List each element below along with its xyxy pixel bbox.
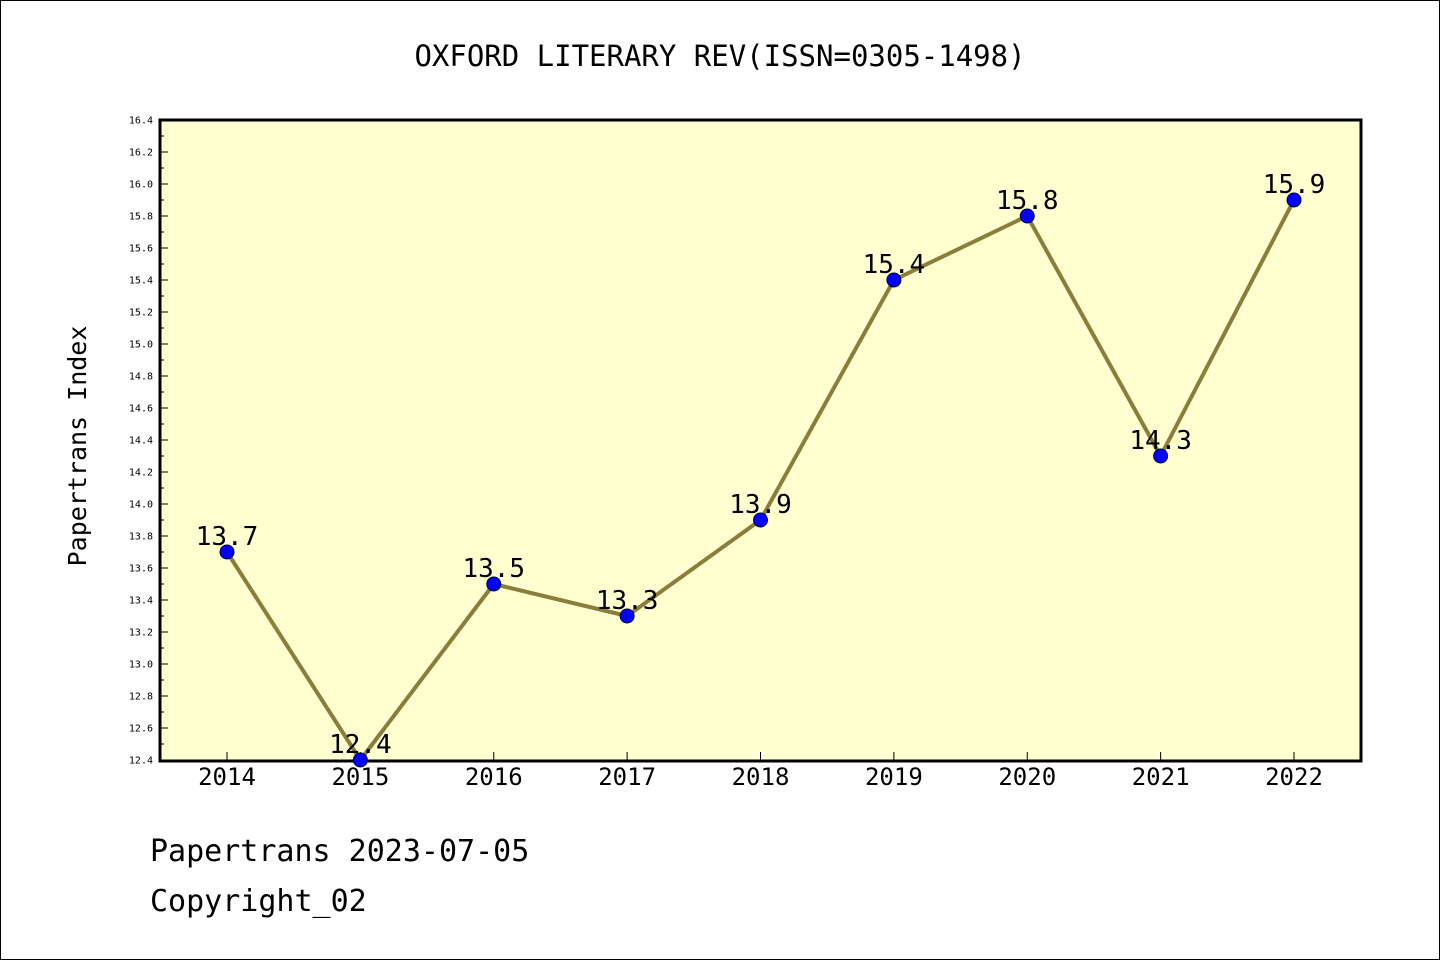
y-tick-label: 12.8: [129, 692, 153, 703]
y-tick-label: 12.4: [129, 756, 153, 767]
y-tick-label: 16.4: [129, 116, 153, 127]
x-tick-label: 2022: [1265, 763, 1323, 791]
x-tick-label: 2020: [998, 763, 1056, 791]
data-label: 12.4: [329, 730, 392, 760]
y-tick-label: 15.4: [129, 276, 153, 287]
y-tick-label: 15.0: [129, 340, 153, 351]
y-tick-label: 14.0: [129, 500, 153, 511]
y-tick-label: 13.0: [129, 660, 153, 671]
data-label: 15.4: [863, 250, 926, 280]
data-label: 14.3: [1129, 426, 1192, 456]
y-tick-label: 15.8: [129, 212, 153, 223]
data-point: [753, 512, 768, 528]
data-point: [1019, 208, 1035, 224]
y-tick-label: 13.6: [129, 564, 153, 575]
data-label: 15.9: [1263, 170, 1326, 200]
series-group: 13.7 12.4 13.5 13.3 13.9 15.4 15.8 14.3 15.9: [196, 170, 1326, 768]
data-point: [219, 544, 235, 560]
x-tick-label: 2017: [598, 763, 656, 791]
y-tick-label: 14.6: [129, 404, 153, 415]
data-point: [1153, 448, 1169, 464]
x-tick-label: 2018: [732, 763, 790, 791]
y-tick-label: 15.6: [129, 244, 153, 255]
data-label: 13.9: [729, 490, 792, 520]
y-axis-label: Papertrans Index: [63, 326, 92, 567]
data-point: [352, 752, 368, 768]
y-tick-label: 15.2: [129, 308, 153, 319]
y-tick-label: 12.6: [129, 724, 153, 735]
data-label: 13.7: [196, 522, 259, 552]
x-tick-label: 2021: [1132, 763, 1190, 791]
y-tick-label: 14.8: [129, 372, 153, 383]
data-point: [1286, 192, 1302, 208]
x-tick-label: 2016: [465, 763, 523, 791]
footer-copyright-line: Copyright_02: [150, 884, 367, 919]
x-tick-label: 2019: [865, 763, 923, 791]
x-tick-label: 2015: [331, 763, 389, 791]
y-tick-label: 13.4: [129, 596, 153, 607]
footer-date-line: Papertrans 2023-07-05: [150, 834, 530, 869]
data-label: 15.8: [996, 186, 1059, 216]
data-label: 13.3: [596, 586, 659, 616]
y-tick-label: 13.2: [129, 628, 153, 639]
data-point: [886, 272, 902, 288]
y-tick-label: 13.8: [129, 532, 153, 543]
plot-area: [158, 118, 1363, 763]
y-tick-label: 16.0: [129, 180, 153, 191]
data-label: 13.5: [462, 554, 525, 584]
y-tick-label: 16.2: [129, 148, 153, 159]
data-point: [486, 576, 502, 592]
x-axis-ticks: 2014 2015 2016 2017 2018 2019 2020 2021 2022: [198, 752, 1323, 791]
data-point: [619, 608, 635, 624]
chart-title: OXFORD LITERARY REV(ISSN=0305-1498): [414, 39, 1025, 73]
x-tick-label: 2014: [198, 763, 256, 791]
y-tick-label: 14.2: [129, 468, 153, 479]
y-tick-label: 14.4: [129, 436, 153, 447]
y-axis-ticks: 12.4 12.6 12.8 13.0 13.2 13.4 13.6 13.8 14.0 14.2…: [129, 116, 168, 767]
